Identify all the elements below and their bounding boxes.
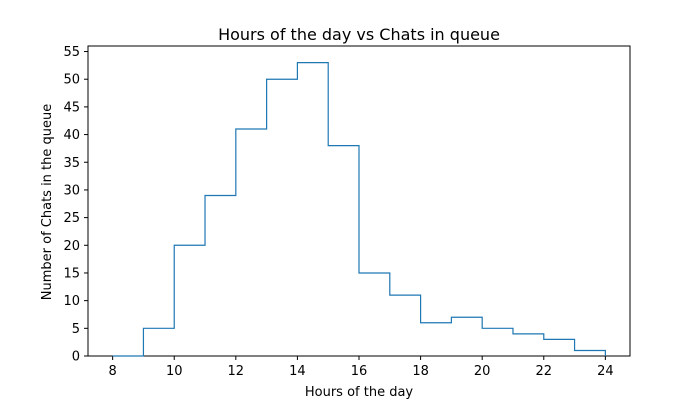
x-tick-label: 8	[108, 364, 116, 379]
plot-area: 8 10 12 14 16 18 20 22 24 0 5 10 15 20 25 30 35 40 45 50 55	[63, 45, 631, 379]
y-tick-label: 40	[63, 128, 80, 143]
y-axis: 0 5 10 15 20 25 30 35 40 45 50 55	[63, 45, 88, 365]
y-tick-label: 25	[63, 211, 80, 226]
y-tick-label: 10	[63, 294, 80, 309]
series-step-line	[112, 62, 606, 357]
x-axis: 8 10 12 14 16 18 20 22 24	[108, 356, 614, 379]
x-tick-label: 18	[412, 364, 429, 379]
chart-title: Hours of the day vs Chats in queue	[218, 25, 500, 44]
y-tick-label: 35	[63, 156, 80, 171]
y-axis-label: Number of Chats in the queue	[40, 104, 55, 300]
y-tick-label: 5	[72, 322, 80, 337]
y-tick-label: 55	[63, 45, 80, 60]
y-tick-label: 0	[72, 350, 80, 365]
y-tick-label: 15	[63, 266, 80, 281]
x-tick-label: 20	[474, 364, 491, 379]
x-tick-label: 16	[351, 364, 368, 379]
y-tick-label: 50	[63, 73, 80, 88]
x-tick-label: 24	[597, 364, 614, 379]
x-tick-label: 12	[228, 364, 245, 379]
y-tick-label: 20	[63, 239, 80, 254]
y-tick-label: 45	[63, 100, 80, 115]
x-axis-label: Hours of the day	[305, 385, 414, 400]
y-tick-label: 30	[63, 183, 80, 198]
x-tick-label: 14	[289, 364, 306, 379]
x-tick-label: 22	[535, 364, 552, 379]
x-tick-label: 10	[166, 364, 183, 379]
